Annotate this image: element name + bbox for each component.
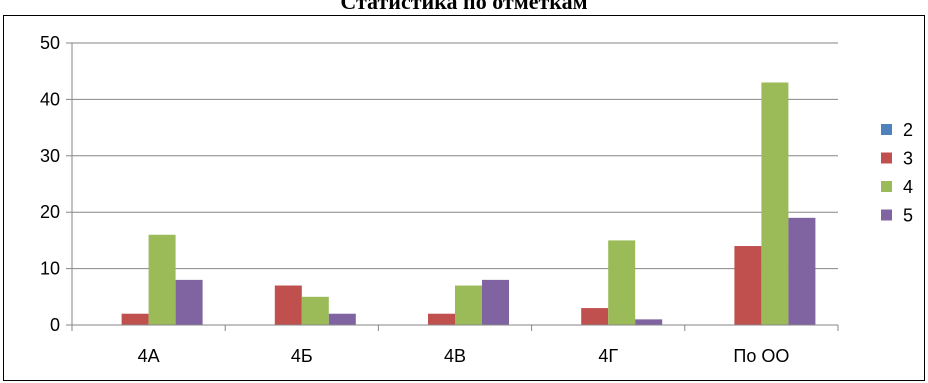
legend-swatch-4 xyxy=(881,181,892,192)
legend-label-5: 5 xyxy=(903,206,913,226)
y-tick-label: 20 xyxy=(40,202,60,222)
bar-series-5-4Б xyxy=(328,313,356,325)
bar-series-3-4Б xyxy=(274,285,302,325)
y-tick-label: 30 xyxy=(40,146,60,166)
bar-series-5-4В xyxy=(482,279,509,325)
bar-series-4-4В xyxy=(455,285,482,325)
legend-label-2: 2 xyxy=(903,120,913,140)
x-tick-label: По ОО xyxy=(733,346,789,366)
x-tick-label: 4Г xyxy=(598,346,618,366)
y-tick-label: 50 xyxy=(40,33,60,53)
bar-series-5-4А xyxy=(175,279,203,325)
bar-series-3-По ОО xyxy=(734,246,762,325)
legend: 2 3 4 5 xyxy=(881,120,913,226)
bar-series-4-4Г xyxy=(608,240,636,325)
y-tick-label: 40 xyxy=(40,89,60,109)
legend-label-4: 4 xyxy=(903,177,913,197)
legend-swatch-5 xyxy=(881,209,892,221)
x-axis-ticks: 4А 4Б 4В 4Г По ОО xyxy=(71,325,839,366)
bar-series-4-По ОО xyxy=(761,82,789,325)
legend-label-3: 3 xyxy=(903,149,913,169)
x-tick-label: 4А xyxy=(138,346,160,366)
y-tick-label: 10 xyxy=(40,259,60,279)
x-tick-label: 4Б xyxy=(291,346,313,366)
x-tick-label: 4В xyxy=(444,346,466,366)
bar-series-3-4А xyxy=(121,313,149,325)
bar-series-3-4Г xyxy=(581,308,609,325)
legend-swatch-2 xyxy=(881,124,892,135)
bar-series-5-По ОО xyxy=(788,217,816,325)
axes xyxy=(71,43,838,326)
bar-series-4-4А xyxy=(148,234,176,325)
chart-frame xyxy=(3,15,925,381)
y-tick-label: 0 xyxy=(50,315,60,335)
bar-series-4-4Б xyxy=(301,296,329,325)
y-axis-ticks: 0 10 20 30 40 50 xyxy=(40,33,72,335)
gridlines xyxy=(72,42,838,270)
chart-title: Статистика по отметкам xyxy=(340,0,588,14)
bar-series-5-4Г xyxy=(635,319,663,325)
legend-swatch-3 xyxy=(881,152,892,164)
bars xyxy=(121,82,816,325)
bar-series-3-4В xyxy=(428,313,455,325)
